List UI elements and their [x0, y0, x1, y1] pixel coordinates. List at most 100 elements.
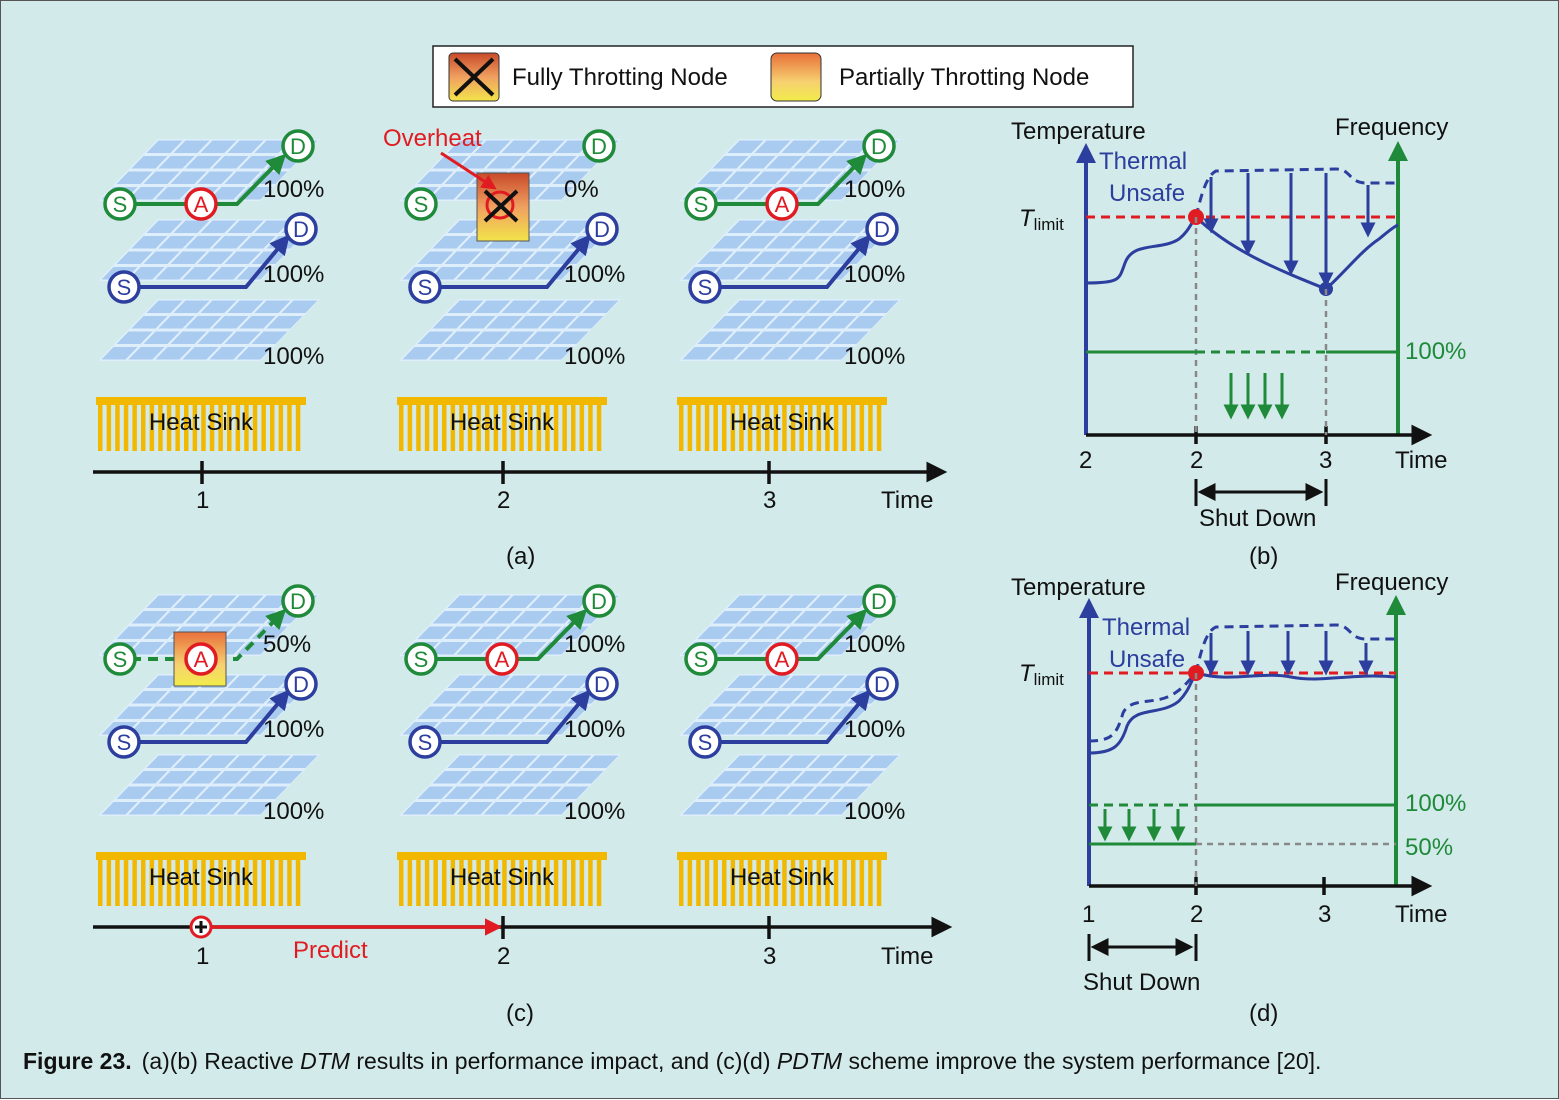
heat-sink-fin: [278, 858, 284, 906]
noc-tile: [567, 316, 604, 329]
noc-tile: [447, 220, 484, 233]
noc-tile: [143, 786, 180, 799]
route-mid: [437, 234, 591, 289]
source-node-mid: [688, 725, 722, 759]
noc-tile: [808, 595, 845, 608]
noc-tile: [540, 771, 577, 784]
heat-sink-fin: [209, 858, 215, 906]
noc-tile: [471, 706, 508, 719]
noc-tile: [429, 347, 466, 360]
close-icon: [483, 189, 519, 223]
t-limit-b: Tlimit: [1019, 205, 1064, 234]
heat-sink-fin: [790, 858, 796, 906]
noc-tile: [790, 187, 827, 200]
heat-sink-fin: [579, 858, 585, 906]
heat-sink-fin: [596, 403, 602, 451]
heat-sink-fin: [209, 403, 215, 451]
dest-node-mid-label: D: [293, 217, 309, 242]
heat-sink-label: Heat Sink: [730, 864, 835, 891]
heat-sink-fin: [141, 403, 146, 451]
heat-sink-fin: [433, 403, 438, 451]
panel-b: Temperature Frequency Thermal Unsafe Tli…: [1011, 114, 1466, 570]
heat-sink-label: Heat Sink: [450, 409, 555, 436]
caption-b: (b): [1249, 543, 1278, 570]
heat-sink-fin: [679, 858, 684, 906]
heat-sink-label: Heat Sink: [149, 409, 254, 436]
heat-sink-fin: [876, 858, 882, 906]
noc-tile: [116, 626, 153, 639]
heat-sink-fin: [399, 858, 404, 906]
noc-tile: [552, 331, 589, 344]
noc-tile: [790, 267, 827, 280]
noc-tile: [498, 626, 535, 639]
source-node-mid: [408, 270, 442, 304]
noc-tile: [170, 251, 207, 264]
heat-sink-fin: [244, 403, 249, 451]
noc-tile: [498, 786, 535, 799]
heat-sink-fin: [765, 403, 770, 451]
noc-tile: [227, 140, 264, 153]
heat-sink-fin: [545, 403, 550, 451]
noc-tile: [158, 611, 195, 624]
pct-mid: 100%: [564, 261, 625, 288]
heat-sink-fin: [713, 858, 718, 906]
noc-tile: [739, 316, 776, 329]
noc-tile: [709, 722, 746, 735]
noc-tile: [417, 171, 454, 184]
time-label-b: Time: [1395, 447, 1447, 474]
noc-tile: [417, 626, 454, 639]
noc-tile: [444, 251, 481, 264]
noc-tile: [474, 675, 511, 688]
noc-tile: [227, 595, 264, 608]
heat-sink-fin: [536, 858, 542, 906]
heat-sink-fin: [295, 403, 301, 451]
noc-tile: [736, 347, 773, 360]
heat-sink-fin: [106, 858, 112, 906]
noc-tile: [116, 706, 153, 719]
predict-label: Predict: [293, 937, 368, 964]
heat-sink-fin: [192, 403, 198, 451]
caption-a: (a): [506, 543, 535, 570]
noc-tile: [239, 691, 276, 704]
heat-sink-fin: [722, 858, 727, 906]
x-tick-b-2: 2: [1190, 447, 1203, 474]
heat-sink-fin: [808, 403, 813, 451]
noc-tile: [697, 331, 734, 344]
noc-tile: [146, 755, 183, 768]
stack-c-3: Heat Sink S D A S D 100% 100% 100%: [677, 584, 905, 906]
noc-tile: [525, 251, 562, 264]
noc-tile: [182, 802, 219, 815]
noc-tile: [128, 187, 165, 200]
noc-tile: [766, 611, 803, 624]
heat-sink-fin: [175, 403, 180, 451]
noc-tile: [143, 706, 180, 719]
noc-tile: [528, 595, 565, 608]
noc-tile: [173, 755, 210, 768]
source-node-mid-label: S: [698, 730, 713, 755]
noc-tile: [185, 611, 222, 624]
noc-tile: [537, 187, 574, 200]
heat-sink-fin: [842, 403, 847, 451]
heat-sink-fin: [545, 858, 550, 906]
dest-node-mid: [865, 212, 899, 246]
tick-label-c-1: 1: [196, 943, 209, 970]
noc-tile: [212, 611, 249, 624]
noc-tile: [128, 802, 165, 815]
source-node-mid: [408, 725, 442, 759]
stack-a-3: Heat Sink S D A S D 100% 100% 100%: [677, 129, 905, 451]
heat-sink-fin: [399, 403, 404, 451]
noc-tile: [727, 220, 764, 233]
heat-sink-fin: [149, 858, 155, 906]
heat-sink-fin: [227, 403, 232, 451]
heat-sink-fin: [553, 858, 559, 906]
heat-sink-fin: [416, 403, 421, 451]
noc-tile: [456, 642, 493, 655]
dest-node-mid: [284, 212, 318, 246]
heat-sink-fin: [244, 858, 249, 906]
heat-sink-fin: [502, 403, 507, 451]
noc-tile: [143, 626, 180, 639]
heat-sink-fin: [687, 403, 693, 451]
noc-tile: [751, 171, 788, 184]
source-node-top: [404, 642, 438, 676]
